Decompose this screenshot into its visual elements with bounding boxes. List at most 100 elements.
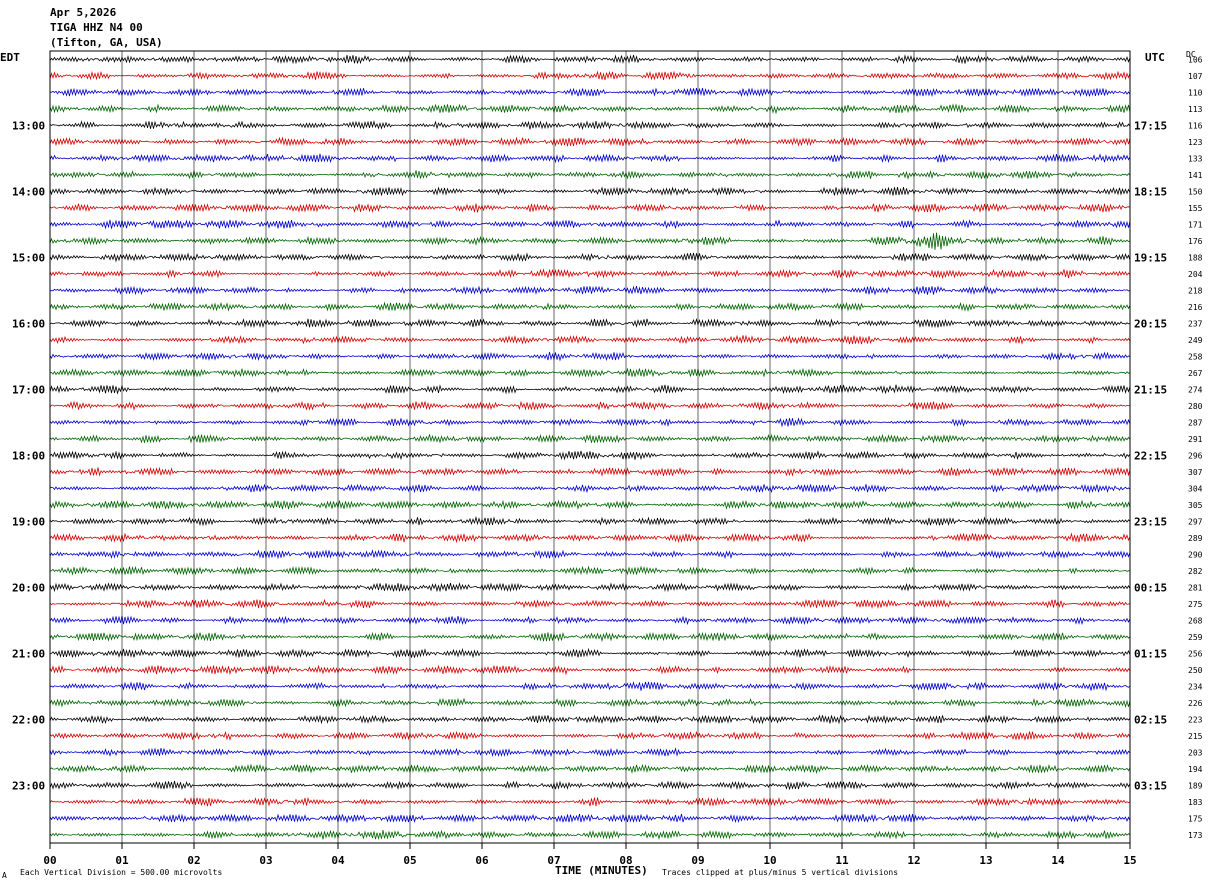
seismic-trace-row-30 xyxy=(49,549,1131,560)
x-tick-label-10: 10 xyxy=(763,854,776,867)
dc-offset-label: 226 xyxy=(1188,699,1203,708)
header-location: (Tifton, GA, USA) xyxy=(50,36,163,49)
seismic-trace-row-16 xyxy=(49,317,1131,329)
seismic-trace-row-45 xyxy=(49,796,1131,807)
dc-offset-label: 189 xyxy=(1188,781,1203,790)
dc-offset-label: 106 xyxy=(1188,55,1203,64)
left-time-label: 14:00 xyxy=(12,185,45,198)
x-tick-label-02: 02 xyxy=(187,854,200,867)
seismic-trace-row-33 xyxy=(49,598,1131,609)
footer-clip-note: Traces clipped at plus/minus 5 vertical … xyxy=(662,868,898,877)
left-time-label: 13:00 xyxy=(12,119,45,132)
dc-offset-label: 204 xyxy=(1188,270,1203,279)
right-time-label: 20:15 xyxy=(1134,317,1167,330)
x-tick-label-11: 11 xyxy=(835,854,849,867)
dc-offset-label: 133 xyxy=(1188,154,1203,163)
seismic-trace-row-20 xyxy=(49,384,1131,395)
trace-group xyxy=(49,54,1131,841)
right-time-label: 23:15 xyxy=(1134,515,1167,528)
left-time-label: 23:00 xyxy=(12,779,45,792)
seismic-trace-row-29 xyxy=(49,532,1131,544)
dc-offset-label: 194 xyxy=(1188,765,1203,774)
seismic-trace-row-5 xyxy=(49,136,1131,147)
dc-offset-label: 249 xyxy=(1188,336,1203,345)
dc-offset-label: 113 xyxy=(1188,105,1203,114)
dc-offset-label: 280 xyxy=(1188,402,1203,411)
seismic-trace-row-26 xyxy=(49,483,1131,494)
seismic-trace-row-38 xyxy=(49,681,1131,692)
right-time-label: 22:15 xyxy=(1134,449,1167,462)
dc-offset-label: 268 xyxy=(1188,616,1203,625)
seismic-trace-row-35 xyxy=(49,631,1131,643)
dc-offset-label: 267 xyxy=(1188,369,1203,378)
seismic-trace-row-46 xyxy=(49,813,1131,824)
dc-offset-label: 297 xyxy=(1188,517,1203,526)
seismic-trace-row-31 xyxy=(49,565,1131,576)
left-time-label: 22:00 xyxy=(12,713,45,726)
seismic-trace-row-23 xyxy=(49,433,1131,444)
minute-grid xyxy=(49,51,1131,843)
dc-offset-label: 171 xyxy=(1188,220,1203,229)
seismic-trace-row-32 xyxy=(49,582,1131,593)
x-tick-label-12: 12 xyxy=(907,854,920,867)
dc-offset-label: 183 xyxy=(1188,798,1203,807)
dc-offset-label: 256 xyxy=(1188,649,1203,658)
dc-offset-label: 175 xyxy=(1188,814,1203,823)
left-timezone-label: EDT xyxy=(0,51,20,64)
seismic-trace-row-41 xyxy=(49,730,1131,742)
dc-offset-label: 237 xyxy=(1188,319,1203,328)
seismic-trace-row-12 xyxy=(49,252,1131,263)
right-time-label: 19:15 xyxy=(1134,251,1167,264)
x-axis-title: TIME (MINUTES) xyxy=(555,864,648,877)
footer-mark: A xyxy=(2,871,7,880)
seismic-trace-row-0 xyxy=(49,54,1131,65)
seismic-trace-row-3 xyxy=(49,103,1131,115)
seismic-trace-row-10 xyxy=(49,219,1131,230)
seismic-trace-row-34 xyxy=(49,615,1131,626)
dc-column-label: DC xyxy=(1186,50,1196,59)
x-tick-label-13: 13 xyxy=(979,854,992,867)
right-timezone-label: UTC xyxy=(1145,51,1165,64)
seismic-trace-row-2 xyxy=(49,87,1131,98)
seismic-trace-row-24 xyxy=(49,450,1131,461)
dc-offset-label: 250 xyxy=(1188,666,1203,675)
dc-offset-label: 305 xyxy=(1188,501,1203,510)
left-time-label: 20:00 xyxy=(12,581,45,594)
seismic-trace-row-22 xyxy=(49,417,1131,428)
x-tick-label-09: 09 xyxy=(691,854,704,867)
dc-offset-label: 150 xyxy=(1188,187,1203,196)
dc-offset-label: 234 xyxy=(1188,682,1203,691)
x-tick-label-08: 08 xyxy=(619,854,632,867)
left-time-labels: 13:00 14:00 15:00 16:00 17:00 18:00 19:00 20:00… xyxy=(12,119,45,792)
right-time-label: 21:15 xyxy=(1134,383,1167,396)
seismic-trace-row-17 xyxy=(49,334,1131,345)
seismic-trace-row-1 xyxy=(49,70,1131,81)
seismic-trace-row-28 xyxy=(49,515,1131,527)
dc-offset-label: 188 xyxy=(1188,253,1203,262)
seismic-trace-row-42 xyxy=(49,747,1131,758)
x-tick-label-03: 03 xyxy=(259,854,272,867)
dc-offset-label: 296 xyxy=(1188,451,1203,460)
left-time-label: 15:00 xyxy=(12,251,45,264)
seismic-trace-row-7 xyxy=(49,170,1131,180)
seismic-trace-row-9 xyxy=(49,202,1131,214)
right-time-label: 02:15 xyxy=(1134,713,1167,726)
seismic-trace-row-6 xyxy=(49,153,1131,164)
left-time-label: 17:00 xyxy=(12,383,45,396)
left-time-label: 19:00 xyxy=(12,515,45,528)
seismic-trace-row-15 xyxy=(49,301,1131,313)
header-date: Apr 5,2026 xyxy=(50,6,117,19)
x-tick-label-05: 05 xyxy=(403,854,416,867)
footer-scale-note: Each Vertical Division = 500.00 microvol… xyxy=(20,868,222,877)
dc-offset-label: 259 xyxy=(1188,633,1203,642)
dc-offset-label: 215 xyxy=(1188,732,1203,741)
seismic-trace-row-4 xyxy=(49,120,1131,131)
dc-offset-label: 123 xyxy=(1188,138,1203,147)
dc-offset-label: 304 xyxy=(1188,484,1203,493)
dc-offset-label: 289 xyxy=(1188,534,1203,543)
right-time-labels: 17:15 18:15 19:15 20:15 21:15 22:15 23:15 00:15… xyxy=(1134,119,1167,792)
seismic-trace-row-43 xyxy=(49,763,1131,775)
x-tick-label-07: 07 xyxy=(547,854,560,867)
seismic-trace-row-37 xyxy=(49,664,1131,676)
dc-offset-label: 258 xyxy=(1188,352,1203,361)
